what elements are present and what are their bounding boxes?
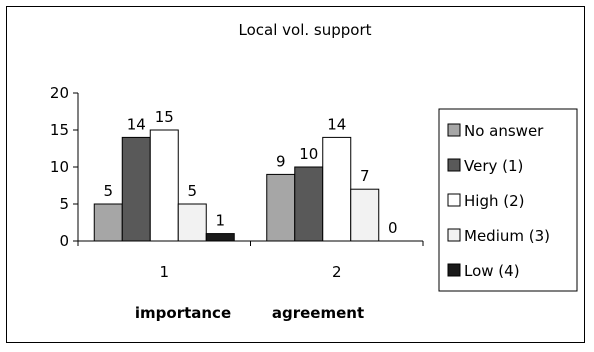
bar (93, 203, 123, 242)
bar (121, 136, 151, 242)
bar (177, 203, 207, 242)
legend-label: Low (4) (464, 262, 520, 280)
data-label: 5 (103, 182, 113, 200)
data-label: 7 (360, 167, 370, 185)
bar (205, 233, 235, 242)
data-label: 10 (299, 145, 318, 163)
legend-swatch (447, 228, 461, 242)
chart-title: Local vol. support (239, 21, 372, 39)
x-category-label: 2 (332, 263, 342, 281)
legend-swatch (447, 193, 461, 207)
bars (93, 129, 380, 242)
data-label: 14 (327, 115, 346, 133)
bar (294, 166, 324, 242)
data-label: 14 (127, 115, 146, 133)
y-tick-label: 20 (50, 84, 69, 102)
y-tick-label: 0 (59, 232, 69, 250)
legend: No answer Very (1) High (2) Medium (3) Low (… (438, 108, 578, 292)
x-category-label: 1 (159, 263, 169, 281)
bar (322, 136, 352, 242)
legend-swatch (447, 158, 461, 172)
bar (266, 173, 296, 242)
x-category-sublabel: importance (135, 304, 231, 322)
data-label: 5 (187, 182, 197, 200)
legend-swatch (447, 123, 461, 137)
bar (149, 129, 179, 242)
legend-label: Very (1) (464, 157, 523, 175)
data-label: 0 (388, 219, 398, 237)
legend-label: No answer (464, 122, 544, 140)
legend-box (438, 108, 578, 292)
y-tick-label: 15 (50, 121, 69, 139)
bar (350, 188, 380, 242)
y-tick-label: 10 (50, 158, 69, 176)
legend-label: High (2) (464, 192, 525, 210)
data-label: 9 (276, 152, 286, 170)
legend-swatch (447, 263, 461, 277)
x-category-sublabel: agreement (272, 304, 364, 322)
y-tick-label: 5 (59, 195, 69, 213)
data-label: 1 (215, 212, 225, 230)
legend-label: Medium (3) (464, 227, 550, 245)
category-labels: 1 2 importance agreement (135, 263, 364, 322)
data-label: 15 (155, 108, 174, 126)
